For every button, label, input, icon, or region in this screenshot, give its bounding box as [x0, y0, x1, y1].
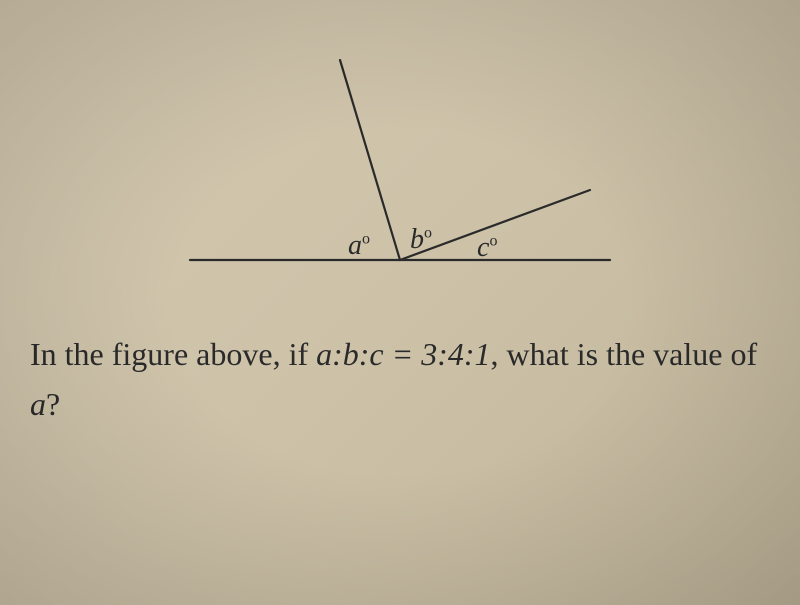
- q-ratio: a:b:c = 3:4:1: [316, 336, 490, 372]
- label-a: ao: [348, 230, 370, 262]
- label-b-text: b: [410, 224, 424, 255]
- label-c-text: c: [477, 232, 489, 263]
- q-middle: , what is the value of: [491, 336, 758, 372]
- label-b-deg: o: [424, 225, 432, 242]
- label-c: co: [477, 232, 497, 264]
- label-a-text: a: [348, 230, 362, 261]
- angle-figure: ao bo co: [150, 40, 650, 300]
- q-var: a: [30, 386, 46, 422]
- question-text: In the figure above, if a:b:c = 3:4:1, w…: [30, 330, 770, 429]
- label-b: bo: [410, 224, 432, 256]
- angle-svg: [150, 40, 650, 300]
- label-c-deg: o: [489, 233, 497, 250]
- q-suffix: ?: [46, 386, 60, 422]
- label-a-deg: o: [362, 231, 370, 248]
- q-prefix: In the figure above, if: [30, 336, 316, 372]
